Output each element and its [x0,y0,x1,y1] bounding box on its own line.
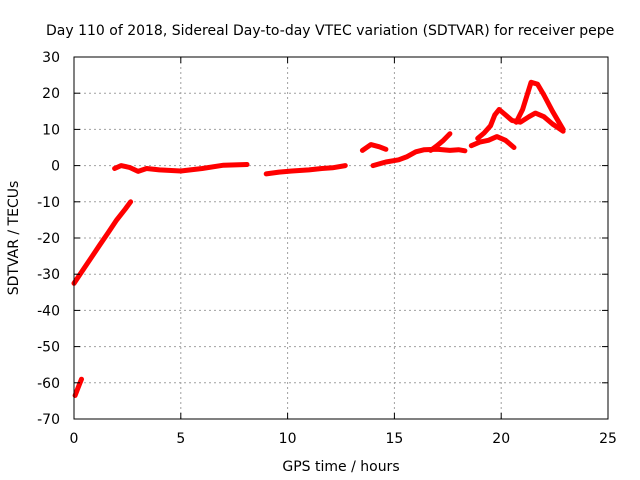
y-tick-label: 0 [51,159,60,175]
y-tick-label: -10 [37,195,60,211]
series-arc-7 [428,131,453,153]
x-tick-label: 0 [70,431,79,447]
ticks: 0 5 10 15 20 25 30 20 10 0 -10 -20 -30 -40 -50 -60 -70 [37,50,617,447]
y-tick-label: -30 [37,267,60,283]
y-tick-label: 20 [42,86,60,102]
x-tick-label: 15 [385,431,403,447]
series-arc-4 [263,163,348,177]
y-tick-label: -70 [37,412,60,428]
series-arc-5 [359,142,389,153]
y-tick-label: 30 [42,50,60,66]
y-tick-label: -40 [37,303,60,319]
series-arc-6 [370,146,468,169]
y-tick-label: -50 [37,340,60,356]
y-tick-label: -60 [37,376,60,392]
y-tick-label: -20 [37,231,60,247]
series-arc-1 [72,376,84,398]
x-tick-label: 25 [599,431,617,447]
x-tick-label: 10 [279,431,297,447]
x-tick-label: 5 [176,431,185,447]
series-arc-10 [513,79,566,132]
series-arc-3 [112,162,250,174]
series-arc-9 [475,107,566,141]
series-arc-2 [71,199,134,286]
series-arc-8 [468,134,517,150]
grid [74,57,608,419]
x-tick-label: 20 [492,431,510,447]
y-axis-label: SDTVAR / TECUs [6,181,22,296]
chart-title: Day 110 of 2018, Sidereal Day-to-day VTE… [46,23,614,39]
x-axis-label: GPS time / hours [282,459,399,475]
data-series [71,79,566,398]
y-tick-label: 10 [42,122,60,138]
